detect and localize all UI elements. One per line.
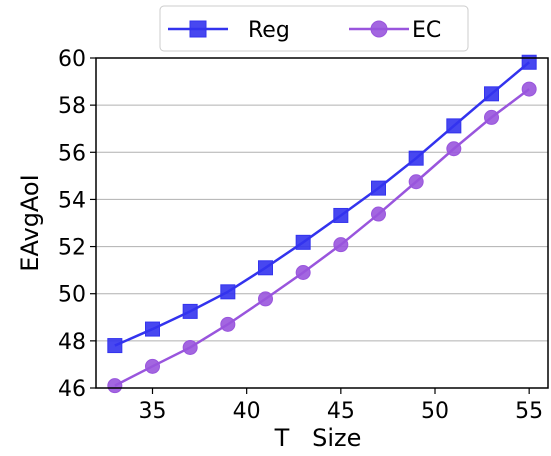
x-tick-label-2: 45: [327, 399, 355, 424]
point-ec-1: [145, 358, 160, 374]
y-tick-label-1: 48: [58, 330, 86, 355]
y-tick-label-3: 52: [58, 236, 86, 261]
y-tick-label-2: 50: [58, 283, 86, 308]
point-reg-7: [371, 180, 386, 196]
legend-marker-ec: [370, 20, 388, 38]
point-reg-5: [295, 234, 311, 250]
x-axis-title: T Size: [274, 424, 362, 452]
legend-marker-reg: [189, 20, 207, 38]
point-reg-1: [145, 321, 160, 337]
tick-marks: [90, 57, 530, 394]
series-ec: [107, 81, 537, 394]
y-tick-label-0: 46: [58, 377, 86, 402]
point-ec-3: [220, 316, 236, 332]
legend-label-reg: Reg: [248, 18, 290, 43]
point-reg-6: [333, 207, 349, 223]
series-layer: [107, 54, 537, 394]
x-tick-label-1: 40: [233, 399, 261, 424]
legend-entry-reg: Reg: [168, 18, 290, 43]
y-tick-label-7: 60: [58, 47, 86, 72]
legend-box: [159, 5, 469, 52]
legend-label-ec: EC: [412, 18, 441, 43]
tick-labels: 46 48 50 52 54 56 58 60 35 40 45 50 55: [58, 47, 543, 424]
legend-entry-ec: EC: [349, 18, 441, 43]
series-reg: [107, 54, 537, 354]
grid-lines: [96, 57, 548, 389]
point-reg-9: [446, 118, 462, 134]
point-ec-2: [182, 339, 198, 355]
x-tick-label-0: 35: [139, 399, 167, 424]
point-ec-8: [408, 174, 424, 190]
point-ec-4: [258, 291, 273, 307]
point-ec-11: [521, 81, 537, 97]
y-axis-title: EAvgAoI: [16, 174, 44, 271]
y-tick-label-4: 54: [58, 188, 86, 213]
point-ec-7: [371, 206, 386, 222]
point-reg-8: [408, 150, 424, 166]
point-ec-10: [484, 109, 499, 125]
point-ec-0: [107, 378, 123, 394]
plot-frame: [95, 57, 549, 389]
point-ec-9: [446, 141, 462, 157]
point-reg-4: [258, 260, 273, 276]
y-tick-label-5: 56: [58, 141, 86, 166]
point-ec-5: [295, 265, 311, 280]
point-reg-10: [484, 86, 499, 102]
x-tick-label-3: 50: [421, 399, 449, 424]
point-reg-2: [182, 303, 198, 319]
x-tick-label-4: 55: [515, 399, 543, 424]
legend: Reg EC: [159, 5, 469, 52]
y-tick-label-6: 58: [58, 94, 86, 119]
point-reg-0: [107, 338, 123, 354]
point-reg-3: [220, 284, 236, 300]
point-ec-6: [333, 237, 349, 253]
